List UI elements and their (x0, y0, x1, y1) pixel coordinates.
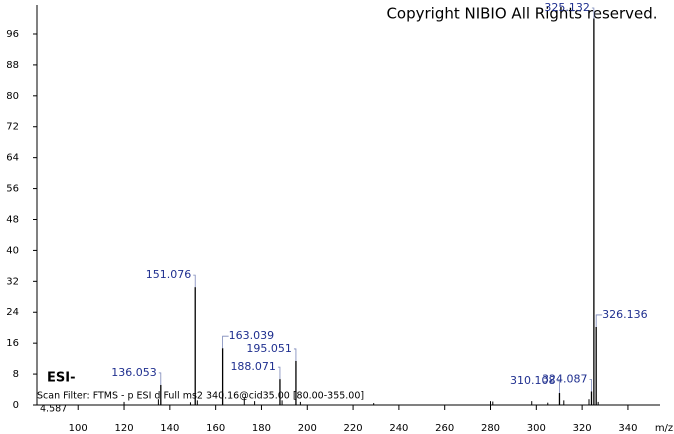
chart-title: Copyright NIBIO All Rights reserved. (386, 5, 657, 23)
y-tick-label: 96 (6, 29, 19, 40)
y-tick-label: 88 (6, 60, 19, 71)
y-tick-label: 64 (6, 153, 19, 164)
peak-label: 163.039 (229, 329, 274, 342)
label-bracket (589, 379, 592, 392)
y-tick-label: 80 (6, 91, 19, 102)
x-tick-label: 180 (252, 423, 271, 434)
peak-label: 310.108 (510, 374, 556, 387)
y-tick-label: 32 (6, 276, 19, 287)
x-tick-label: 100 (69, 423, 88, 434)
label-bracket (591, 7, 595, 19)
x-tick-label: 240 (389, 423, 408, 434)
scan-filter: Scan Filter: FTMS - p ESI d Full ms2 340… (37, 391, 364, 402)
x-tick-label: 260 (435, 423, 454, 434)
peak-label: 151.076 (146, 268, 192, 281)
y-tick-label: 16 (6, 338, 19, 349)
y-tick-label: 8 (13, 369, 19, 380)
x-tick-label: 220 (344, 423, 363, 434)
retention-note: 4.587 (40, 404, 67, 415)
x-tick-label: 160 (206, 423, 225, 434)
x-tick-label: 120 (114, 423, 133, 434)
peak-label: 325.132 (544, 1, 590, 14)
peak-label: 195.051 (246, 342, 292, 355)
x-tick-label: 200 (298, 423, 317, 434)
x-tick-label: 280 (481, 423, 500, 434)
label-bracket (222, 335, 229, 349)
x-tick-label: 300 (527, 423, 546, 434)
y-tick-label: 0 (13, 400, 19, 411)
x-tick-label: 340 (618, 423, 637, 434)
y-tick-label: 24 (6, 307, 19, 318)
label-bracket (158, 372, 162, 385)
x-tick-label: 140 (160, 423, 179, 434)
label-bracket (193, 274, 196, 288)
label-bracket (557, 380, 560, 394)
x-axis-label: m/z (655, 423, 673, 434)
peak-label: 326.136 (602, 308, 648, 321)
label-bracket (595, 314, 603, 327)
label-bracket (277, 366, 281, 380)
ionization-label: ESI- (47, 371, 75, 386)
y-tick-label: 40 (6, 245, 19, 256)
x-tick-label: 320 (573, 423, 592, 434)
y-tick-label: 72 (6, 122, 19, 133)
peak-label: 188.071 (230, 360, 276, 373)
peak-label: 324.087 (542, 372, 588, 385)
label-bracket (293, 348, 297, 361)
peak-label: 136.053 (111, 366, 157, 379)
y-tick-label: 56 (6, 184, 19, 195)
y-tick-label: 48 (6, 214, 19, 225)
